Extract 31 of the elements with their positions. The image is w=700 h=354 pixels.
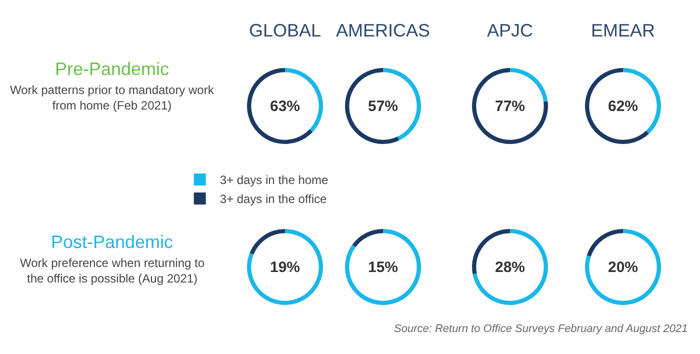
donut-slice bbox=[250, 229, 285, 255]
chart-title: EMEAR bbox=[590, 20, 656, 40]
text: Work patterns prior to mandatory work from home (Feb 2021) bbox=[10, 83, 215, 113]
chart-title: APJC bbox=[486, 20, 534, 40]
text: Post-Pandemic bbox=[51, 232, 174, 252]
donut-slice bbox=[247, 68, 313, 144]
text: 57% bbox=[368, 98, 398, 115]
text: 28% bbox=[495, 259, 526, 276]
text: 20% bbox=[608, 259, 638, 276]
legend-label: 3+ days in the office bbox=[220, 192, 327, 206]
donut-slice bbox=[352, 229, 383, 248]
chart-title: GLOBAL bbox=[248, 20, 322, 40]
donut-slice bbox=[472, 229, 548, 305]
text: 19% bbox=[270, 259, 300, 276]
donut-slice bbox=[247, 229, 323, 305]
text: 77% bbox=[495, 98, 526, 115]
donut-slice bbox=[510, 68, 548, 102]
donut-slice bbox=[345, 68, 400, 144]
text: 15% bbox=[368, 259, 398, 276]
legend-label: 3+ days in the home bbox=[220, 173, 329, 188]
donut-slice bbox=[586, 229, 623, 257]
text: 63% bbox=[270, 98, 300, 115]
donut-slice bbox=[472, 68, 548, 144]
donut-slice bbox=[345, 229, 421, 305]
text: Pre-Pandemic bbox=[55, 59, 170, 79]
source-note: Source: Return to Office Surveys February and August 2021 bbox=[394, 323, 688, 335]
text: Work preference when returning to the office is possible (Aug 2021) bbox=[20, 256, 205, 286]
text: 62% bbox=[608, 98, 638, 115]
donut-slice bbox=[585, 68, 650, 144]
chart-title: AMERICAS bbox=[336, 20, 430, 40]
donut-slice bbox=[585, 229, 661, 305]
